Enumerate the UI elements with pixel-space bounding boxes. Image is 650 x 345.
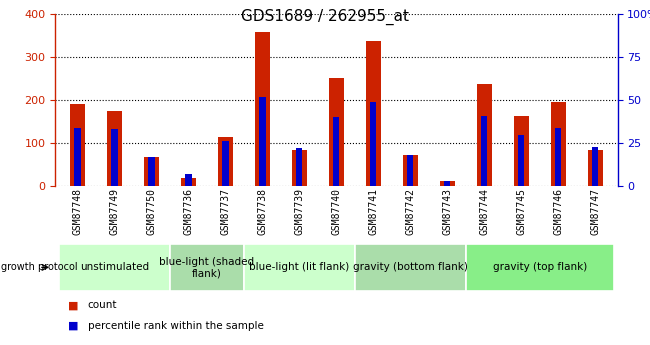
Text: GSM87739: GSM87739 xyxy=(294,188,304,235)
Bar xyxy=(185,174,192,186)
Text: GSM87742: GSM87742 xyxy=(406,188,415,235)
Bar xyxy=(440,181,455,186)
Bar xyxy=(518,135,525,186)
Text: GSM87743: GSM87743 xyxy=(443,188,452,235)
Text: blue-light (shaded
flank): blue-light (shaded flank) xyxy=(159,257,254,278)
Text: GSM87740: GSM87740 xyxy=(332,188,341,235)
Bar xyxy=(514,117,528,186)
Bar xyxy=(259,97,265,186)
Text: gravity (top flank): gravity (top flank) xyxy=(493,263,587,272)
Bar xyxy=(111,129,118,186)
Bar xyxy=(551,102,566,186)
Bar xyxy=(292,150,307,186)
Text: count: count xyxy=(88,300,117,310)
Bar xyxy=(296,148,302,186)
Text: blue-light (lit flank): blue-light (lit flank) xyxy=(249,263,350,272)
Text: GSM87749: GSM87749 xyxy=(109,188,120,235)
Bar xyxy=(366,41,381,186)
Text: unstimulated: unstimulated xyxy=(80,263,149,272)
Text: percentile rank within the sample: percentile rank within the sample xyxy=(88,321,264,331)
Bar xyxy=(74,128,81,186)
Bar xyxy=(403,155,418,186)
FancyBboxPatch shape xyxy=(170,244,244,290)
FancyBboxPatch shape xyxy=(59,244,170,290)
Bar xyxy=(588,150,603,186)
Text: GSM87746: GSM87746 xyxy=(553,188,564,235)
Text: GSM87747: GSM87747 xyxy=(590,188,601,235)
Bar xyxy=(333,117,339,186)
Bar xyxy=(70,104,85,186)
Text: GSM87744: GSM87744 xyxy=(479,188,489,235)
Bar xyxy=(144,157,159,186)
Bar xyxy=(592,147,599,186)
Bar xyxy=(408,155,413,186)
Text: GSM87736: GSM87736 xyxy=(183,188,194,235)
Text: ■: ■ xyxy=(68,321,79,331)
Text: ■: ■ xyxy=(68,300,79,310)
Bar xyxy=(481,116,488,186)
Bar xyxy=(555,128,562,186)
Bar xyxy=(181,178,196,186)
FancyBboxPatch shape xyxy=(466,244,614,290)
FancyBboxPatch shape xyxy=(244,244,355,290)
Text: GSM87750: GSM87750 xyxy=(146,188,157,235)
Text: GSM87741: GSM87741 xyxy=(369,188,378,235)
Text: growth protocol: growth protocol xyxy=(1,263,78,272)
Text: GSM87737: GSM87737 xyxy=(220,188,230,235)
Text: GSM87748: GSM87748 xyxy=(72,188,83,235)
Bar xyxy=(477,84,492,186)
Bar xyxy=(329,78,344,186)
Text: gravity (bottom flank): gravity (bottom flank) xyxy=(353,263,468,272)
Bar xyxy=(107,111,122,186)
Bar xyxy=(218,137,233,186)
Text: GSM87745: GSM87745 xyxy=(516,188,526,235)
Bar xyxy=(148,157,155,186)
FancyBboxPatch shape xyxy=(355,244,466,290)
Bar xyxy=(444,181,450,186)
Bar xyxy=(370,102,376,186)
Bar xyxy=(222,141,229,186)
Bar xyxy=(255,32,270,186)
Text: GDS1689 / 262955_at: GDS1689 / 262955_at xyxy=(241,9,409,25)
Text: GSM87738: GSM87738 xyxy=(257,188,267,235)
